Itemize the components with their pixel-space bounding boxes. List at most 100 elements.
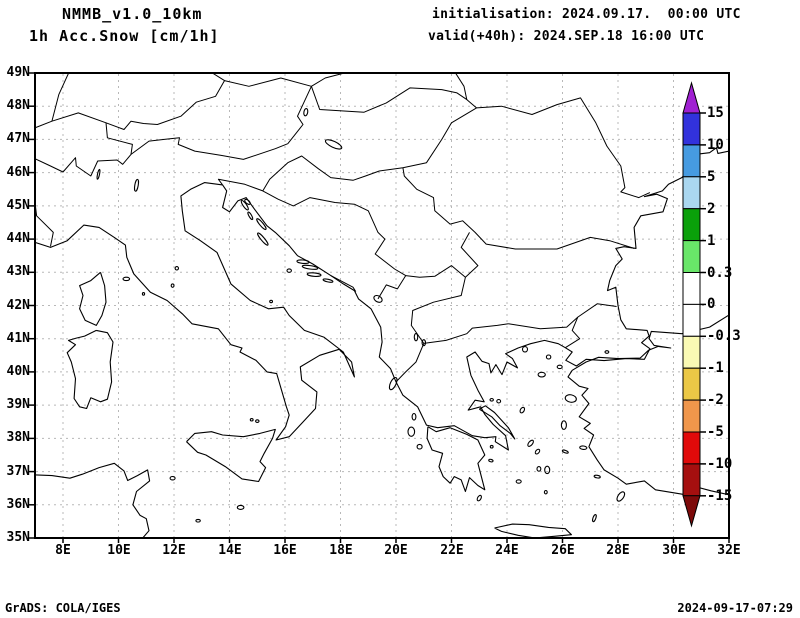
grid-lines: [36, 74, 728, 537]
model-title: NMMB_v1.0_10km: [62, 5, 203, 23]
lon-label: 20E: [384, 543, 408, 558]
colorbar-arrow-down: [682, 495, 701, 528]
lon-label: 30E: [662, 543, 686, 558]
island-outline: [561, 449, 569, 454]
island-outline: [489, 397, 494, 402]
colorbar-level-label: 10: [707, 137, 724, 153]
colorbar-level-label: -5: [707, 424, 724, 440]
lat-label: 49N: [6, 65, 30, 80]
island-outline: [488, 458, 494, 463]
lon-label: 14E: [218, 543, 242, 558]
island-outline: [604, 350, 610, 354]
lat-label: 46N: [6, 165, 30, 180]
lat-label: 47N: [6, 131, 30, 146]
lake-outline: [413, 332, 419, 342]
island-outline: [527, 439, 534, 447]
coastlines: [36, 107, 728, 537]
island-outline: [515, 479, 522, 484]
island-outline: [496, 398, 502, 404]
island-outline: [564, 394, 577, 403]
lake-outline: [133, 178, 140, 192]
island-outline: [247, 211, 254, 221]
field-title: 1h Acc.Snow [cm/1h]: [29, 27, 220, 45]
valid-time-line: valid(+40h): 2024.SEP.18 16:00 UTC: [428, 29, 705, 44]
colorbar-level-label: -10: [707, 456, 733, 472]
lon-label: 32E: [717, 543, 741, 558]
island-outline: [545, 354, 552, 360]
lat-label: 37N: [6, 464, 30, 479]
island-outline: [244, 198, 251, 205]
island-outline: [543, 489, 548, 495]
colorbar-arrow-up: [682, 81, 701, 114]
colorbar: [682, 81, 706, 528]
lake-outline: [421, 339, 427, 347]
island-outline: [388, 376, 398, 391]
island-outline: [286, 268, 292, 273]
island-outline: [322, 278, 334, 283]
colorbar-level-label: -1: [707, 360, 724, 376]
lat-label: 48N: [6, 98, 30, 113]
island-outline: [519, 406, 526, 414]
lon-label: 28E: [606, 543, 630, 558]
lat-label: 38N: [6, 430, 30, 445]
init-time-line: initialisation: 2024.09.17. 00:00 UTC: [432, 7, 741, 22]
island-outline: [521, 346, 529, 353]
axis-ticks: [29, 72, 730, 543]
country-borders: [36, 74, 651, 383]
lon-label: 10E: [107, 543, 131, 558]
colorbar-level-label: -2: [707, 392, 724, 408]
lon-label: 24E: [495, 543, 519, 558]
island-outline: [556, 364, 563, 370]
lat-label: 41N: [6, 331, 30, 346]
island-outline: [534, 448, 541, 455]
lon-label: 18E: [329, 543, 353, 558]
lat-label: 35N: [6, 530, 30, 545]
island-outline: [257, 232, 269, 246]
lon-label: 8E: [55, 543, 71, 558]
island-outline: [249, 418, 254, 422]
island-outline: [169, 475, 176, 481]
island-outline: [536, 466, 542, 472]
lon-label: 12E: [162, 543, 186, 558]
island-outline: [255, 419, 260, 423]
island-outline: [544, 465, 551, 475]
island-outline: [537, 371, 546, 378]
lon-label: 16E: [273, 543, 297, 558]
island-outline: [616, 491, 626, 502]
lat-label: 40N: [6, 364, 30, 379]
grads-attribution: GrADS: COLA/IGES: [5, 601, 121, 615]
island-outline: [301, 264, 319, 270]
island-outline: [411, 412, 417, 421]
lake-outline: [373, 294, 383, 303]
lake-outline: [170, 283, 175, 288]
island-outline: [407, 426, 416, 437]
island-outline: [195, 518, 201, 523]
island-outline: [306, 272, 322, 277]
lon-label: 26E: [551, 543, 575, 558]
lake-outline: [96, 168, 101, 180]
island-outline: [256, 218, 267, 231]
lake-outline: [324, 139, 343, 150]
island-outline: [579, 445, 588, 450]
island-outline: [489, 444, 494, 449]
island-outline: [141, 292, 146, 296]
island-outline: [122, 276, 131, 282]
colorbar-level-label: 0: [707, 296, 716, 312]
lat-label: 44N: [6, 231, 30, 246]
island-outline: [416, 443, 423, 450]
island-outline: [560, 420, 567, 430]
colorbar-level-label: 0.3: [707, 265, 733, 281]
lat-label: 39N: [6, 397, 30, 412]
lat-label: 43N: [6, 264, 30, 279]
island-outline: [593, 474, 601, 479]
colorbar-level-label: -0.3: [707, 328, 741, 344]
island-outline: [240, 199, 249, 211]
lake-outline: [303, 107, 309, 117]
colorbar-level-label: 5: [707, 169, 716, 185]
lon-label: 22E: [440, 543, 464, 558]
lat-label: 45N: [6, 198, 30, 213]
colorbar-level-label: 1: [707, 233, 716, 249]
island-outline: [592, 514, 597, 523]
